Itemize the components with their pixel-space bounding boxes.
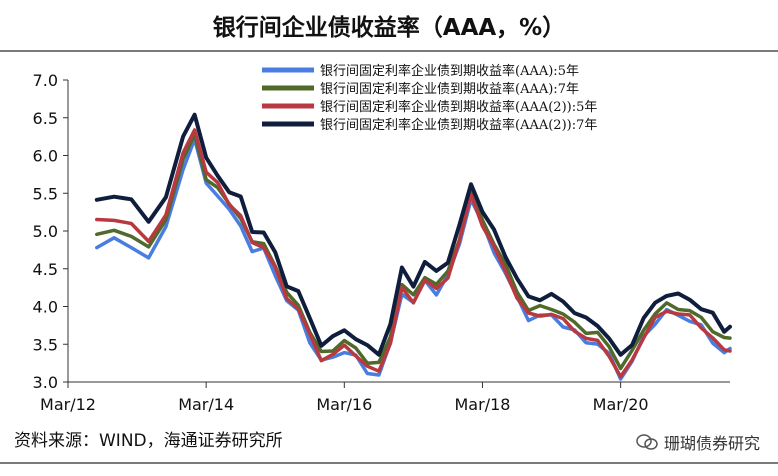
legend-label-2: 银行间固定利率企业债到期收益率(AAA):7年 [320, 81, 579, 97]
x-tick-label: Mar/20 [593, 395, 649, 414]
source-note: 资料来源：WIND，海通证券研究所 [14, 431, 283, 451]
watermark-text: 珊瑚债券研究 [663, 434, 760, 453]
bottom-rule [0, 462, 778, 464]
legend-label-3: 银行间固定利率企业债到期收益率(AAA(2)):5年 [320, 99, 597, 115]
y-tick-label: 4.0 [33, 298, 58, 317]
y-tick-label: 3.5 [33, 335, 58, 354]
y-tick-label: 6.5 [33, 109, 58, 128]
legend-label-1: 银行间固定利率企业债到期收益率(AAA):5年 [320, 63, 579, 79]
y-tick-label: 5.5 [33, 184, 58, 203]
x-tick-label: Mar/16 [316, 395, 372, 414]
wechat-icon [636, 434, 658, 450]
watermark: 珊瑚债券研究 [636, 430, 760, 454]
line-chart: 3.0 3.5 4.0 4.5 5.0 5.5 6.0 6.5 7.0 Mar/12 Mar/14 M… [33, 63, 732, 414]
y-tick-label: 3.0 [33, 373, 58, 392]
y-tick-label: 6.0 [33, 147, 58, 166]
series-line-3 [95, 128, 732, 379]
y-tick-label: 4.5 [33, 260, 58, 279]
series-line-4 [94, 112, 732, 357]
x-tick-label: Mar/14 [178, 395, 234, 414]
x-tick-label: Mar/18 [455, 395, 511, 414]
x-tick-label: Mar/12 [40, 395, 96, 414]
legend-label-4: 银行间固定利率企业债到期收益率(AAA(2)):7年 [320, 117, 597, 133]
y-tick-label: 7.0 [33, 71, 58, 90]
chart-title: 银行间企业债收益率（AAA，%） [0, 0, 778, 52]
y-tick-label: 5.0 [33, 222, 58, 241]
